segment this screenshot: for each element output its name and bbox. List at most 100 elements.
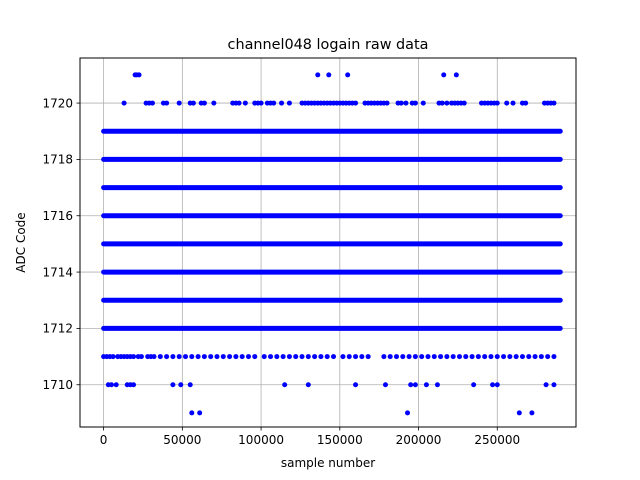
data-point	[538, 354, 544, 360]
data-point	[463, 354, 469, 360]
data-point	[189, 354, 195, 360]
data-point	[331, 354, 337, 360]
data-point	[315, 72, 321, 78]
data-point	[176, 100, 182, 106]
data-point	[444, 354, 450, 360]
data-point	[400, 354, 406, 360]
y-axis-label: ADC Code	[14, 212, 28, 272]
data-point	[170, 382, 176, 388]
data-points	[101, 72, 563, 416]
data-point	[242, 100, 248, 106]
data-point	[494, 354, 500, 360]
data-point	[510, 100, 516, 106]
x-tick-label: 250000	[474, 433, 520, 447]
data-point	[164, 354, 170, 360]
data-point	[461, 100, 467, 106]
data-point	[312, 354, 318, 360]
data-point	[434, 382, 440, 388]
data-point	[403, 100, 409, 106]
y-tick-label: 1712	[42, 322, 73, 336]
x-tick-label: 200000	[396, 433, 442, 447]
data-point	[182, 354, 188, 360]
data-point	[279, 100, 285, 106]
data-point	[438, 354, 444, 360]
data-point	[318, 354, 324, 360]
data-point	[406, 354, 412, 360]
data-point	[190, 100, 196, 106]
data-point	[501, 354, 507, 360]
data-point	[405, 410, 411, 416]
data-point	[444, 100, 450, 106]
data-point	[382, 382, 388, 388]
data-point	[398, 100, 404, 106]
data-point	[201, 354, 207, 360]
data-point	[245, 354, 251, 360]
data-point	[208, 354, 214, 360]
data-point	[450, 354, 456, 360]
data-point	[211, 100, 217, 106]
data-point	[441, 72, 447, 78]
chart-title: channel048 logain raw data	[228, 37, 429, 53]
y-tick-label: 1714	[42, 265, 73, 279]
data-point	[439, 100, 445, 106]
data-point	[393, 354, 399, 360]
data-point	[551, 354, 557, 360]
data-point	[195, 354, 201, 360]
data-point	[214, 354, 220, 360]
data-point	[340, 354, 346, 360]
data-point	[425, 354, 431, 360]
data-point	[346, 354, 352, 360]
data-point	[353, 100, 359, 106]
data-point	[423, 382, 429, 388]
data-point	[529, 410, 535, 416]
data-point	[258, 100, 264, 106]
data-point	[187, 382, 193, 388]
data-point	[526, 354, 532, 360]
x-tick-label: 150000	[317, 433, 363, 447]
data-point	[494, 382, 500, 388]
data-point	[532, 354, 538, 360]
data-point	[324, 354, 330, 360]
data-point	[412, 382, 418, 388]
data-point	[345, 72, 351, 78]
data-point	[494, 100, 500, 106]
data-point	[220, 354, 226, 360]
data-point	[110, 354, 116, 360]
data-point	[201, 100, 207, 106]
data-point	[384, 100, 390, 106]
data-point	[236, 100, 242, 106]
data-point	[239, 354, 245, 360]
data-point	[178, 382, 184, 388]
data-point	[293, 354, 299, 360]
data-point	[149, 100, 155, 106]
data-point	[353, 382, 359, 388]
data-point	[516, 410, 522, 416]
data-point	[387, 354, 393, 360]
data-point	[471, 382, 477, 388]
data-point	[170, 354, 176, 360]
data-point	[151, 354, 157, 360]
data-point	[164, 100, 170, 106]
data-point	[252, 354, 258, 360]
data-point	[420, 100, 426, 106]
data-point	[268, 354, 274, 360]
data-point	[482, 354, 488, 360]
data-point	[431, 354, 437, 360]
x-tick-label: 100000	[238, 433, 284, 447]
data-point	[519, 354, 525, 360]
data-point	[488, 354, 494, 360]
data-point	[453, 72, 459, 78]
y-tick-label: 1716	[42, 209, 73, 223]
data-point	[412, 100, 418, 106]
data-point	[282, 382, 288, 388]
data-point	[121, 100, 127, 106]
data-point	[108, 382, 114, 388]
data-point	[286, 354, 292, 360]
data-point	[545, 354, 551, 360]
data-point	[299, 354, 305, 360]
data-point	[138, 354, 144, 360]
y-tick-label: 1710	[42, 378, 73, 392]
axis-ticks: 0 50000 100000 150000 200000 250000 1710 1712 17…	[42, 96, 520, 447]
data-point	[513, 354, 519, 360]
